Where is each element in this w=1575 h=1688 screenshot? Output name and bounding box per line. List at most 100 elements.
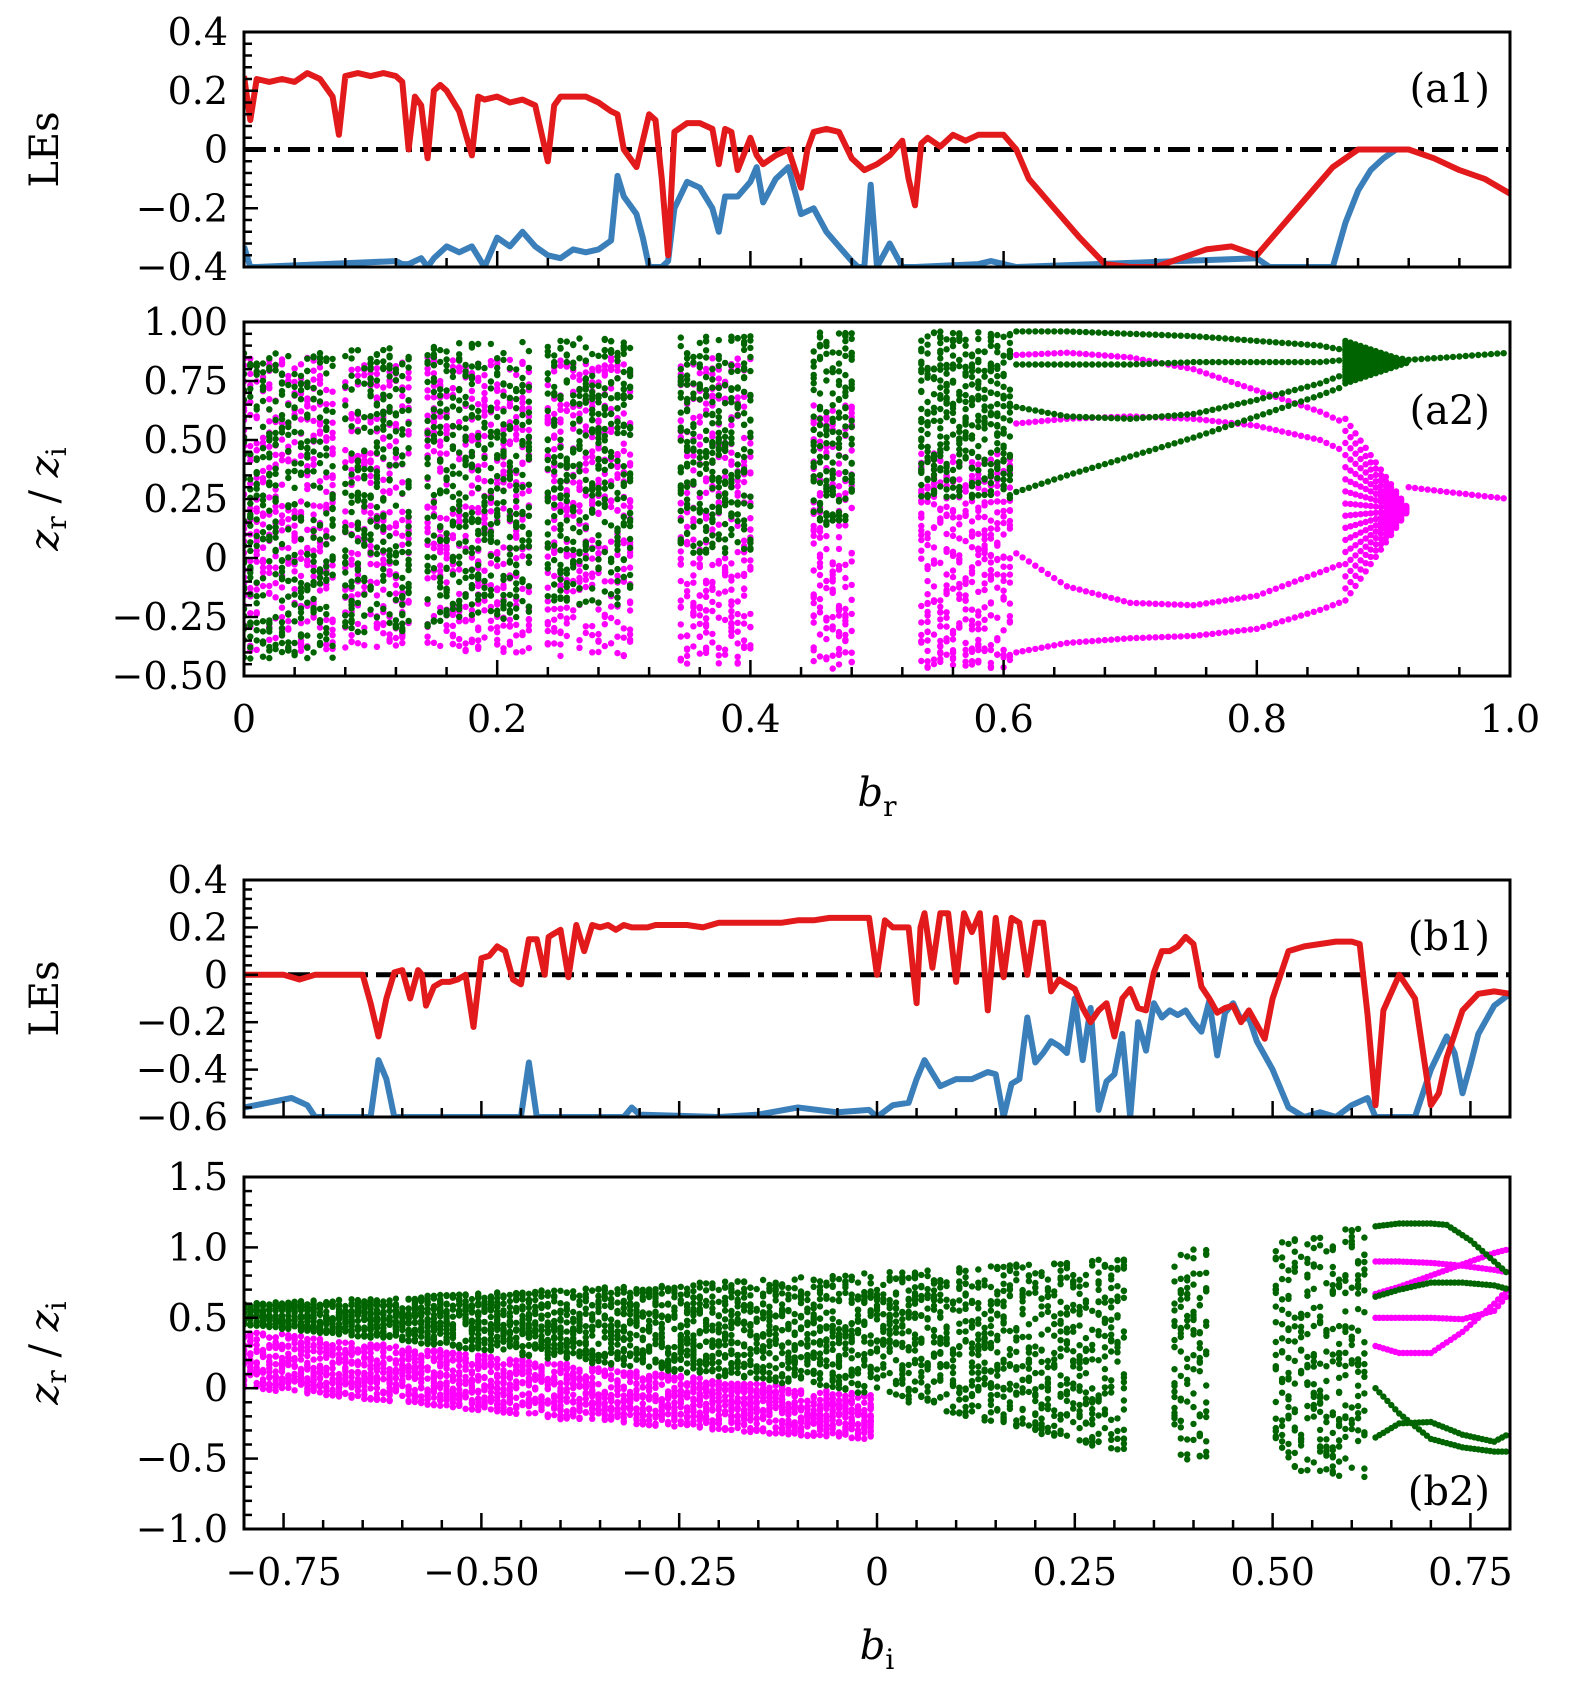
data-point [740, 338, 748, 346]
data-point [443, 530, 450, 537]
data-point [1342, 585, 1349, 592]
data-point [551, 640, 558, 647]
data-point [975, 461, 982, 468]
data-point [823, 338, 830, 346]
data-point [494, 355, 501, 362]
data-point [835, 602, 843, 610]
data-point [373, 370, 381, 378]
data-point [259, 475, 267, 482]
data-point [494, 480, 501, 487]
data-point [582, 375, 589, 382]
data-point [456, 512, 463, 520]
data-point [386, 345, 393, 352]
data-point [323, 434, 330, 441]
data-point [835, 330, 843, 337]
data-point [975, 658, 982, 665]
data-point [278, 429, 286, 436]
data-point [683, 530, 691, 538]
data-point [323, 541, 330, 548]
data-point [259, 639, 267, 647]
data-point [544, 598, 551, 605]
data-point [525, 537, 533, 545]
data-point [386, 558, 393, 565]
data-point [494, 539, 501, 546]
data-point [696, 592, 703, 599]
data-point [576, 517, 583, 524]
data-point [323, 616, 330, 624]
data-point [702, 615, 710, 622]
data-point [392, 502, 400, 509]
data-point [1347, 456, 1354, 463]
data-point [709, 485, 716, 492]
data-point [259, 453, 267, 461]
data-point [272, 503, 279, 510]
data-point [734, 610, 741, 618]
data-point [816, 499, 824, 507]
data-point [715, 493, 722, 500]
data-point [399, 592, 406, 600]
data-point [272, 451, 279, 458]
data-point [304, 355, 311, 362]
data-point [937, 655, 944, 663]
data-point [487, 521, 495, 528]
data-point [367, 459, 374, 466]
data-point [690, 643, 697, 650]
data-point [981, 616, 988, 623]
data-point [1335, 561, 1343, 569]
data-point [348, 479, 355, 486]
data-point [962, 405, 969, 413]
data-point [500, 349, 507, 357]
data-point [1057, 579, 1064, 586]
data-point [323, 357, 330, 365]
data-point [582, 583, 589, 591]
data-point [702, 507, 710, 514]
data-point [709, 410, 716, 418]
data-point [816, 609, 824, 616]
data-point [513, 586, 520, 593]
data-point [316, 639, 324, 646]
data-point [949, 630, 957, 637]
data-point [563, 401, 570, 408]
data-point [626, 470, 634, 477]
data-point [728, 429, 735, 436]
data-point [551, 432, 558, 439]
data-point [506, 356, 514, 364]
data-point [715, 352, 722, 360]
data-point [297, 594, 305, 601]
ytick-label: −0.4 [136, 245, 228, 289]
data-point [696, 518, 703, 525]
data-point [677, 561, 684, 568]
data-point [848, 435, 855, 442]
data-point [937, 457, 944, 465]
data-point [1487, 493, 1495, 501]
data-point [563, 604, 570, 611]
data-point [424, 537, 431, 544]
data-point [924, 612, 931, 619]
data-point [462, 538, 469, 545]
data-point [487, 625, 495, 632]
data-point [519, 483, 526, 491]
data-point [576, 479, 583, 486]
data-point [456, 501, 463, 509]
data-point [500, 436, 507, 444]
data-point [563, 407, 570, 415]
data-point [949, 567, 957, 574]
data-point [943, 434, 950, 441]
data-point [683, 580, 691, 588]
data-point [601, 385, 608, 392]
data-point [310, 395, 317, 402]
data-point [1032, 418, 1039, 425]
data-point [525, 347, 533, 355]
data-point [620, 652, 627, 660]
data-point [1347, 434, 1354, 441]
data-point [405, 561, 412, 569]
data-point [437, 584, 444, 591]
data-point [937, 559, 944, 566]
data-point [551, 477, 558, 485]
data-point [1342, 524, 1349, 531]
data-point [607, 346, 615, 354]
data-point [475, 537, 482, 544]
data-point [1190, 415, 1197, 422]
data-point [259, 434, 267, 441]
data-point [475, 467, 482, 474]
